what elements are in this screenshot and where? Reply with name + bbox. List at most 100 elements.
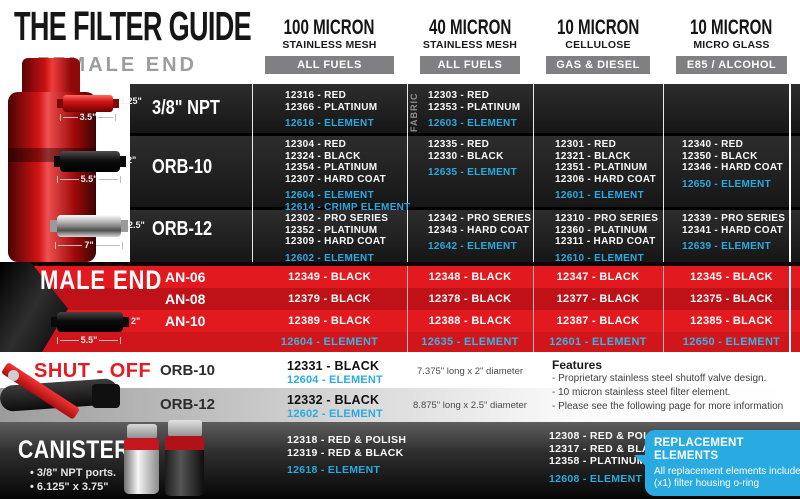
features-title: Features <box>552 358 603 372</box>
male-part-cell: 12388 - BLACK <box>428 315 512 327</box>
dim-length: 5.5" <box>57 174 121 184</box>
element-number: 12608 - ELEMENT <box>549 472 643 485</box>
fabric-tag: FABRIC <box>409 92 419 133</box>
male-part-cell: 12389 - BLACK <box>288 315 371 327</box>
element-number: 12616 - ELEMENT <box>285 118 374 129</box>
orb12-filter-photo <box>57 215 121 237</box>
canister-photo-silver-body <box>124 450 159 494</box>
male-part-cell: 12345 - BLACK <box>690 271 773 283</box>
fuel-badge: GAS & DIESEL <box>546 56 650 74</box>
part-number: 12340 - RED <box>682 139 744 150</box>
male-part-cell: 12379 - BLACK <box>288 293 371 305</box>
canister-part-cell: 12318 - RED & POLISH 12319 - RED & BLACK… <box>287 434 406 477</box>
fuel-badge: ALL FUELS <box>265 56 394 74</box>
npt-filter-photo <box>63 95 113 112</box>
row-orb12-bg <box>130 210 800 262</box>
column-header-10-micron-cellulose: 10 MICRON CELLULOSE GAS & DIESEL <box>533 16 663 74</box>
part-cell: 12310 - PRO SERIES 12360 - PLATINUM 1231… <box>555 213 658 264</box>
part-number: 12335 - RED <box>428 139 490 150</box>
dim-diameter: 2.5" <box>128 220 145 230</box>
canister-photo-black-cap <box>165 436 204 450</box>
part-number: 12352 - PLATINUM <box>285 224 378 236</box>
row-orb10-bg <box>130 136 800 207</box>
part-number: 12301 - RED <box>555 139 617 150</box>
canister-photo-black-bracket <box>168 420 202 437</box>
dim-diameter: 1.25" <box>120 96 142 106</box>
fuel-badge: E85 / ALCOHOL <box>676 56 787 74</box>
part-number: 12318 - RED & POLISH <box>287 434 407 446</box>
element-number: 12618 - ELEMENT <box>287 464 381 476</box>
male-row-label-an06: AN-06 <box>165 269 206 285</box>
column-divider <box>533 266 534 352</box>
male-end-title: MALE END <box>40 265 163 295</box>
column-divider <box>407 84 408 262</box>
part-number: 12321 - BLACK <box>555 150 631 162</box>
male-element-cell: 12635 - ELEMENT <box>421 336 519 348</box>
male-part-cell: 12348 - BLACK <box>428 271 512 283</box>
feature-item: - Please see the following page for more… <box>552 401 784 412</box>
column-divider <box>407 266 408 352</box>
column-header-40-micron: 40 MICRON STAINLESS MESH ALL FUELS <box>407 16 533 74</box>
shutoff-part: 12331 - BLACK <box>287 359 380 373</box>
page-title-text: THE FILTER GUIDE <box>14 3 252 49</box>
page-title: THE FILTER GUIDE <box>14 4 373 48</box>
part-number: 12310 - PRO SERIES <box>555 213 659 224</box>
column-divider <box>663 84 664 262</box>
part-number: 12341 - HARD COAT <box>682 224 784 236</box>
fuel-badge: ALL FUELS <box>420 56 520 74</box>
male-part-cell: 12349 - BLACK <box>288 271 371 283</box>
element-number: 12604 - ELEMENT <box>285 190 374 201</box>
orb10-filter-photo <box>60 151 120 172</box>
canister-part-cell: 12308 - RED & POLISH 12317 - RED & BLACK… <box>549 430 668 485</box>
media-label: MICRO GLASS <box>693 39 770 51</box>
element-number: 12614 - CRIMP ELEMENT <box>285 201 411 213</box>
male-row-label-an10: AN-10 <box>165 313 206 329</box>
male-row-label-an08: AN-08 <box>165 291 206 307</box>
part-number: 12360 - PLATINUM <box>555 224 648 236</box>
male-element-row-bg <box>0 332 800 352</box>
row-label-orb12: ORB-12 <box>152 218 213 240</box>
micron-label: 40 MICRON <box>428 16 512 39</box>
shutoff-size: 7.375" long x 2" diameter <box>416 366 524 377</box>
dim-length: 5.5" <box>57 335 121 345</box>
shutoff-part: 12332 - BLACK <box>287 393 380 407</box>
column-divider <box>252 84 253 262</box>
micron-label: 10 MICRON <box>690 16 773 39</box>
shutoff-row-label-orb10: ORB-10 <box>160 362 216 379</box>
media-label: CELLULOSE <box>565 39 631 51</box>
column-header-100-micron: 100 MICRON STAINLESS MESH ALL FUELS <box>252 16 407 74</box>
male-element-cell: 12604 - ELEMENT <box>280 336 379 348</box>
part-number: 12351 - PLATINUM <box>555 162 648 173</box>
part-number: 12343 - HARD COAT <box>428 224 530 236</box>
part-number: 12366 - PLATINUM <box>285 101 378 113</box>
part-number: 12316 - RED <box>285 90 347 101</box>
part-cell: 12342 - PRO SERIES 12343 - HARD COAT 126… <box>428 213 531 253</box>
element-number: 12610 - ELEMENT <box>555 252 644 264</box>
part-number: 12324 - BLACK <box>285 150 361 162</box>
part-number: 12330 - BLACK <box>428 150 504 162</box>
canister-photo-silver-cap <box>124 438 159 450</box>
element-number: 12601 - ELEMENT <box>555 190 644 201</box>
canister-photo-black-body <box>165 450 204 496</box>
part-number: 12346 - HARD COAT <box>682 162 784 173</box>
male-element-cell: 12650 - ELEMENT <box>682 336 781 348</box>
npt-filter-cap <box>113 99 119 108</box>
part-cell: 12339 - PRO SERIES 12341 - HARD COAT 126… <box>682 213 785 253</box>
replacement-elements-box: REPLACEMENT ELEMENTS All replacement ele… <box>645 430 800 496</box>
orb12-filter-cap <box>121 220 128 232</box>
table-right-edge <box>789 84 791 262</box>
orb12-filter-cap <box>50 220 57 232</box>
part-number: 12358 - PLATINUM <box>549 455 646 467</box>
part-number: 12306 - HARD COAT <box>555 173 657 185</box>
shutoff-valve-pivot <box>8 370 19 381</box>
part-number: 12304 - RED <box>285 139 347 150</box>
part-number: 12308 - RED & POLISH <box>549 430 669 442</box>
shutoff-element: 12604 - ELEMENT <box>287 374 383 386</box>
part-number: 12354 - PLATINUM <box>285 162 378 173</box>
male-filter-cap <box>123 317 129 327</box>
male-element-cell: 12601 - ELEMENT <box>549 336 647 348</box>
part-number: 12319 - RED & BLACK <box>287 446 404 459</box>
male-row-an10-bg <box>0 310 800 332</box>
shutoff-size: 8.875" long x 2.5" diameter <box>413 400 527 411</box>
